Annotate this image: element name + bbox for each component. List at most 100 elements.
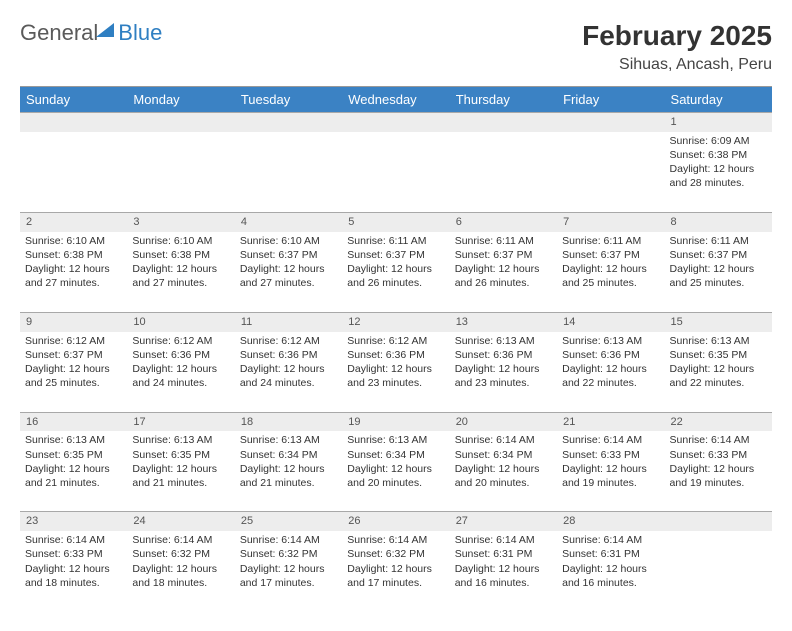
sunrise-text: Sunrise: 6:14 AM (132, 533, 229, 547)
day-cell: Sunrise: 6:14 AMSunset: 6:33 PMDaylight:… (557, 431, 664, 512)
sunset-text: Sunset: 6:32 PM (347, 547, 444, 561)
sunrise-text: Sunrise: 6:09 AM (670, 134, 767, 148)
sunset-text: Sunset: 6:33 PM (25, 547, 122, 561)
day-cell: Sunrise: 6:14 AMSunset: 6:31 PMDaylight:… (557, 531, 664, 611)
sunset-text: Sunset: 6:37 PM (240, 248, 337, 262)
day-cell: Sunrise: 6:13 AMSunset: 6:35 PMDaylight:… (20, 431, 127, 512)
sunrise-text: Sunrise: 6:14 AM (455, 533, 552, 547)
sunrise-text: Sunrise: 6:14 AM (670, 433, 767, 447)
day-number: 27 (450, 512, 557, 531)
daylight-text: Daylight: 12 hours and 20 minutes. (347, 462, 444, 490)
daylight-text: Daylight: 12 hours and 21 minutes. (132, 462, 229, 490)
day-number-row: 9101112131415 (20, 312, 772, 331)
day-cell: Sunrise: 6:14 AMSunset: 6:32 PMDaylight:… (127, 531, 234, 611)
sunrise-text: Sunrise: 6:13 AM (670, 334, 767, 348)
sunrise-text: Sunrise: 6:14 AM (347, 533, 444, 547)
sunrise-text: Sunrise: 6:10 AM (132, 234, 229, 248)
sunrise-text: Sunrise: 6:14 AM (562, 433, 659, 447)
sunset-text: Sunset: 6:34 PM (347, 448, 444, 462)
daylight-text: Daylight: 12 hours and 17 minutes. (347, 562, 444, 590)
daylight-text: Daylight: 12 hours and 19 minutes. (562, 462, 659, 490)
day-cell: Sunrise: 6:10 AMSunset: 6:38 PMDaylight:… (20, 232, 127, 313)
sunrise-text: Sunrise: 6:14 AM (25, 533, 122, 547)
day-header: Thursday (450, 87, 557, 113)
day-number: 12 (342, 312, 449, 331)
day-header: Sunday (20, 87, 127, 113)
sunset-text: Sunset: 6:34 PM (240, 448, 337, 462)
day-number: 22 (665, 412, 772, 431)
daylight-text: Daylight: 12 hours and 27 minutes. (240, 262, 337, 290)
sunset-text: Sunset: 6:38 PM (25, 248, 122, 262)
sunrise-text: Sunrise: 6:12 AM (240, 334, 337, 348)
day-cell (557, 132, 664, 213)
sunset-text: Sunset: 6:31 PM (455, 547, 552, 561)
day-cell (450, 132, 557, 213)
daylight-text: Daylight: 12 hours and 25 minutes. (25, 362, 122, 390)
sunset-text: Sunset: 6:32 PM (240, 547, 337, 561)
day-content-row: Sunrise: 6:14 AMSunset: 6:33 PMDaylight:… (20, 531, 772, 611)
sunrise-text: Sunrise: 6:13 AM (562, 334, 659, 348)
day-cell (235, 132, 342, 213)
day-content-row: Sunrise: 6:12 AMSunset: 6:37 PMDaylight:… (20, 332, 772, 413)
location: Sihuas, Ancash, Peru (582, 56, 772, 74)
day-number: 18 (235, 412, 342, 431)
day-content-row: Sunrise: 6:13 AMSunset: 6:35 PMDaylight:… (20, 431, 772, 512)
daylight-text: Daylight: 12 hours and 16 minutes. (455, 562, 552, 590)
sunset-text: Sunset: 6:37 PM (455, 248, 552, 262)
daylight-text: Daylight: 12 hours and 28 minutes. (670, 162, 767, 190)
day-cell: Sunrise: 6:11 AMSunset: 6:37 PMDaylight:… (665, 232, 772, 313)
day-number (127, 113, 234, 132)
day-number: 8 (665, 212, 772, 231)
daylight-text: Daylight: 12 hours and 18 minutes. (25, 562, 122, 590)
day-number: 16 (20, 412, 127, 431)
day-number (450, 113, 557, 132)
daylight-text: Daylight: 12 hours and 22 minutes. (670, 362, 767, 390)
sunset-text: Sunset: 6:38 PM (670, 148, 767, 162)
day-cell: Sunrise: 6:12 AMSunset: 6:37 PMDaylight:… (20, 332, 127, 413)
day-content-row: Sunrise: 6:10 AMSunset: 6:38 PMDaylight:… (20, 232, 772, 313)
day-number-row: 232425262728 (20, 512, 772, 531)
day-cell: Sunrise: 6:10 AMSunset: 6:37 PMDaylight:… (235, 232, 342, 313)
sunrise-text: Sunrise: 6:10 AM (25, 234, 122, 248)
daylight-text: Daylight: 12 hours and 25 minutes. (670, 262, 767, 290)
day-number: 21 (557, 412, 664, 431)
day-number: 2 (20, 212, 127, 231)
sunset-text: Sunset: 6:36 PM (455, 348, 552, 362)
day-number: 1 (665, 113, 772, 132)
day-cell (20, 132, 127, 213)
sunset-text: Sunset: 6:37 PM (25, 348, 122, 362)
day-number: 19 (342, 412, 449, 431)
day-cell: Sunrise: 6:12 AMSunset: 6:36 PMDaylight:… (342, 332, 449, 413)
sunset-text: Sunset: 6:36 PM (347, 348, 444, 362)
day-header-row: SundayMondayTuesdayWednesdayThursdayFrid… (20, 87, 772, 113)
header: General Blue February 2025 Sihuas, Ancas… (20, 20, 772, 74)
day-cell: Sunrise: 6:14 AMSunset: 6:34 PMDaylight:… (450, 431, 557, 512)
day-cell: Sunrise: 6:14 AMSunset: 6:31 PMDaylight:… (450, 531, 557, 611)
daylight-text: Daylight: 12 hours and 25 minutes. (562, 262, 659, 290)
month-title: February 2025 (582, 20, 772, 52)
day-number: 6 (450, 212, 557, 231)
day-number: 11 (235, 312, 342, 331)
sunset-text: Sunset: 6:33 PM (562, 448, 659, 462)
daylight-text: Daylight: 12 hours and 22 minutes. (562, 362, 659, 390)
daylight-text: Daylight: 12 hours and 23 minutes. (455, 362, 552, 390)
day-cell (665, 531, 772, 611)
day-number: 7 (557, 212, 664, 231)
day-number: 3 (127, 212, 234, 231)
day-cell: Sunrise: 6:09 AMSunset: 6:38 PMDaylight:… (665, 132, 772, 213)
day-number: 5 (342, 212, 449, 231)
day-number (235, 113, 342, 132)
sunset-text: Sunset: 6:31 PM (562, 547, 659, 561)
day-number-row: 2345678 (20, 212, 772, 231)
title-block: February 2025 Sihuas, Ancash, Peru (582, 20, 772, 74)
sunrise-text: Sunrise: 6:13 AM (240, 433, 337, 447)
day-number: 9 (20, 312, 127, 331)
day-cell: Sunrise: 6:12 AMSunset: 6:36 PMDaylight:… (127, 332, 234, 413)
sunrise-text: Sunrise: 6:13 AM (132, 433, 229, 447)
daylight-text: Daylight: 12 hours and 21 minutes. (240, 462, 337, 490)
day-content-row: Sunrise: 6:09 AMSunset: 6:38 PMDaylight:… (20, 132, 772, 213)
day-cell (342, 132, 449, 213)
day-cell: Sunrise: 6:14 AMSunset: 6:32 PMDaylight:… (235, 531, 342, 611)
sunset-text: Sunset: 6:37 PM (347, 248, 444, 262)
logo-text-blue: Blue (118, 20, 162, 46)
